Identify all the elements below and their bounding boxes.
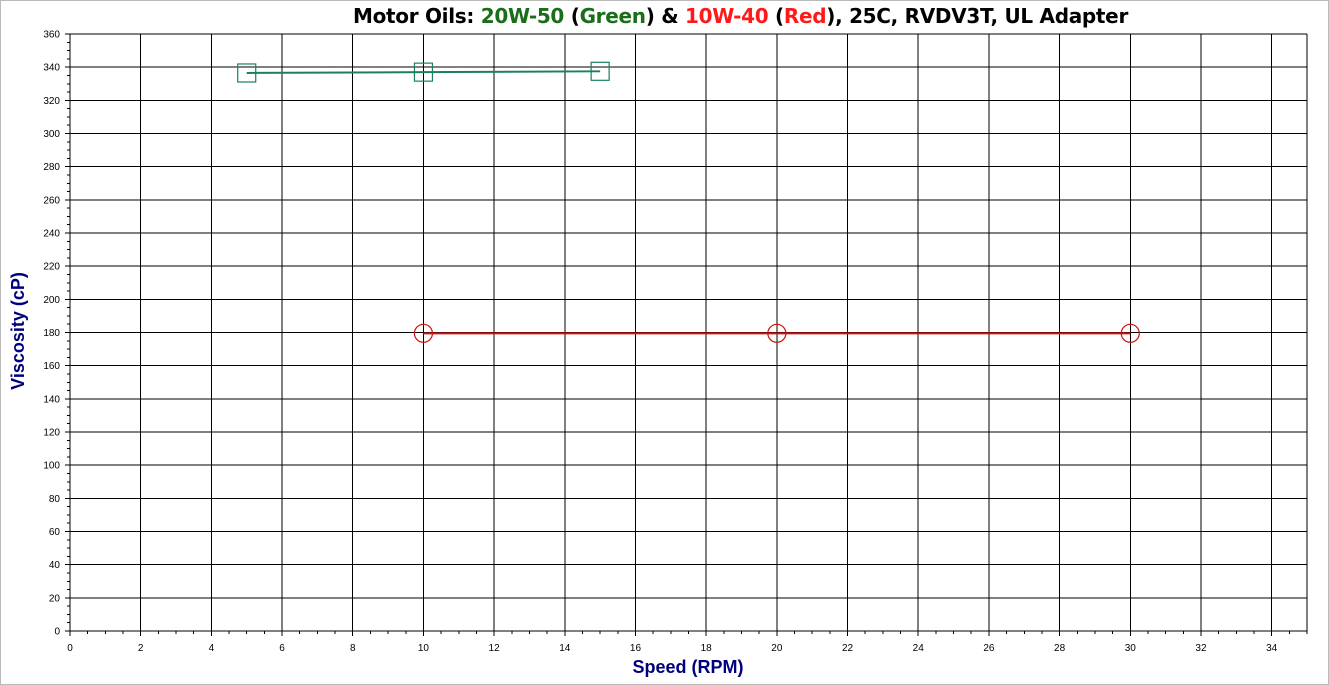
x-tick-label: 0 xyxy=(67,643,73,654)
y-tick-label: 140 xyxy=(43,394,60,405)
x-tick-label: 4 xyxy=(209,643,215,654)
x-tick-label: 16 xyxy=(630,643,642,654)
x-tick-label: 24 xyxy=(913,643,925,654)
y-tick-label: 280 xyxy=(43,162,60,173)
x-tick-label: 30 xyxy=(1125,643,1137,654)
y-axis-title: Viscosity (cP) xyxy=(8,272,28,390)
series-0-marker xyxy=(590,61,610,81)
y-tick-label: 180 xyxy=(43,328,60,339)
title-part-5: 10W-40 xyxy=(685,4,769,28)
chart-title: Motor Oils: 20W-50 (Green) & 10W-40 (Red… xyxy=(0,4,1329,28)
series-1-marker xyxy=(767,323,787,343)
x-tick-label: 6 xyxy=(279,643,285,654)
x-tick-label: 14 xyxy=(559,643,571,654)
y-tick-label: 360 xyxy=(43,30,60,41)
y-tick-label: 200 xyxy=(43,295,60,306)
x-tick-label: 22 xyxy=(842,643,854,654)
y-tick-label: 220 xyxy=(43,262,60,273)
y-tick-label: 300 xyxy=(43,129,60,140)
title-part-0: Motor Oils: xyxy=(352,4,481,28)
x-tick-label: 32 xyxy=(1195,643,1207,654)
x-tick-label: 10 xyxy=(418,643,430,654)
title-part-2: ( xyxy=(564,4,580,28)
y-tick-label: 60 xyxy=(49,527,61,538)
series-layer xyxy=(237,61,1140,343)
axes: 0204060801001201401601802002202402602803… xyxy=(43,30,1308,654)
y-tick-label: 320 xyxy=(43,96,60,107)
x-tick-label: 28 xyxy=(1054,643,1066,654)
y-tick-label: 340 xyxy=(43,63,60,74)
title-part-7: Red xyxy=(783,4,827,28)
series-1-marker xyxy=(1120,323,1140,343)
x-axis-title: Speed (RPM) xyxy=(632,657,743,677)
y-tick-label: 0 xyxy=(54,627,60,638)
y-tick-label: 240 xyxy=(43,229,60,240)
x-tick-label: 34 xyxy=(1266,643,1278,654)
y-tick-label: 100 xyxy=(43,461,60,472)
x-tick-label: 12 xyxy=(489,643,501,654)
title-part-6: ( xyxy=(768,4,784,28)
y-tick-label: 160 xyxy=(43,361,60,372)
y-tick-label: 40 xyxy=(49,560,61,571)
y-tick-label: 120 xyxy=(43,428,60,439)
series-0-marker xyxy=(237,63,257,83)
x-tick-label: 2 xyxy=(138,643,144,654)
x-tick-label: 18 xyxy=(701,643,713,654)
series-0-marker xyxy=(413,62,434,82)
x-tick-label: 20 xyxy=(771,643,783,654)
title-part-8: ), 25C, RVDV3T, UL Adapter xyxy=(826,4,1129,28)
title-part-1: 20W-50 xyxy=(480,4,565,28)
x-tick-label: 26 xyxy=(983,643,995,654)
title-part-4: ) & xyxy=(645,4,686,28)
y-tick-label: 260 xyxy=(43,195,60,206)
series-0-line xyxy=(246,70,601,74)
title-part-3: Green xyxy=(579,4,646,28)
series-1-marker xyxy=(413,323,434,343)
labels: Speed (RPM) Viscosity (cP) xyxy=(8,272,744,677)
y-tick-label: 20 xyxy=(49,593,61,604)
y-tick-label: 80 xyxy=(49,494,61,505)
x-tick-label: 8 xyxy=(350,643,356,654)
